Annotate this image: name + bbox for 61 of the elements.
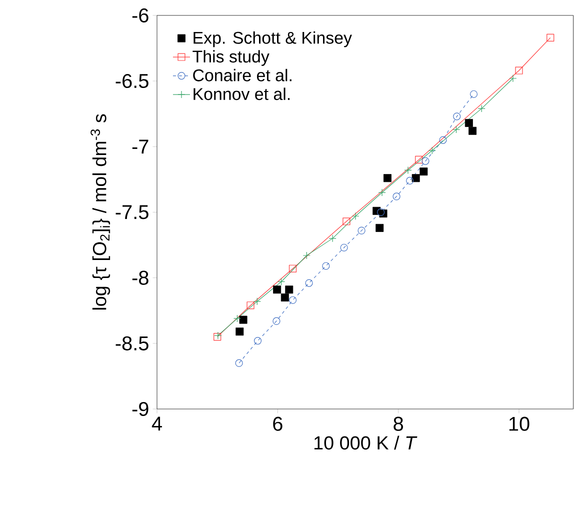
point: [278, 278, 286, 286]
point: [546, 34, 554, 42]
y-tick-label: -8.5: [116, 336, 148, 350]
point: [428, 146, 436, 154]
point: [412, 174, 420, 182]
point: [305, 279, 313, 287]
point: [464, 118, 473, 127]
point: [376, 224, 384, 232]
point: [470, 90, 478, 98]
point: [468, 126, 477, 135]
point: [233, 314, 242, 322]
x-tick-label: 4: [152, 416, 162, 430]
point: [235, 359, 243, 367]
point: [280, 293, 289, 302]
x-tick-label: 8: [394, 416, 404, 431]
point: [452, 126, 460, 134]
point: [272, 317, 280, 325]
point: [404, 166, 412, 174]
point: [515, 66, 523, 74]
point: [273, 286, 282, 294]
point: [378, 188, 386, 196]
point: [358, 226, 366, 234]
point: [236, 328, 244, 336]
point: [453, 112, 461, 120]
point: [383, 174, 392, 182]
legend-label: Exp. Schott & Kinsey: [194, 31, 352, 48]
y-tick-label: -8: [132, 270, 148, 285]
point: [288, 264, 297, 272]
x-axis-title: 10 000 K / T: [314, 436, 418, 450]
legend-label: Conaire et al.: [193, 68, 292, 82]
y-tick-label: -6: [132, 8, 148, 22]
y-tick-label: -6.5: [116, 74, 148, 88]
point: [415, 156, 423, 164]
point: [239, 316, 248, 324]
legend-label: Konnov et al.: [194, 88, 290, 100]
point: [322, 262, 330, 270]
point: [478, 104, 486, 112]
point: [328, 234, 336, 242]
point: [420, 168, 428, 176]
point: [342, 218, 350, 226]
point: [246, 302, 254, 310]
point: [509, 74, 517, 82]
legend-label: This study: [192, 50, 270, 66]
point: [377, 208, 385, 216]
point: [439, 136, 447, 144]
y-axis-title: log {τ [O$_{2}$]$_{i}$} / mol dm$^{-3}$ s: [90, 114, 110, 310]
point: [302, 252, 310, 260]
y-tick-label: -7: [132, 140, 148, 154]
y-tick-label: -7.5: [116, 205, 148, 220]
point: [285, 286, 294, 294]
point: [340, 244, 348, 252]
point: [422, 157, 430, 165]
point: [253, 298, 261, 306]
point: [288, 296, 297, 304]
point: [406, 176, 414, 184]
x-tick-label: 10: [509, 416, 530, 431]
x-tick-label: 6: [273, 416, 282, 431]
point: [352, 212, 360, 220]
point: [254, 336, 262, 345]
y-tick-label: -9: [132, 402, 148, 416]
point: [392, 192, 400, 200]
